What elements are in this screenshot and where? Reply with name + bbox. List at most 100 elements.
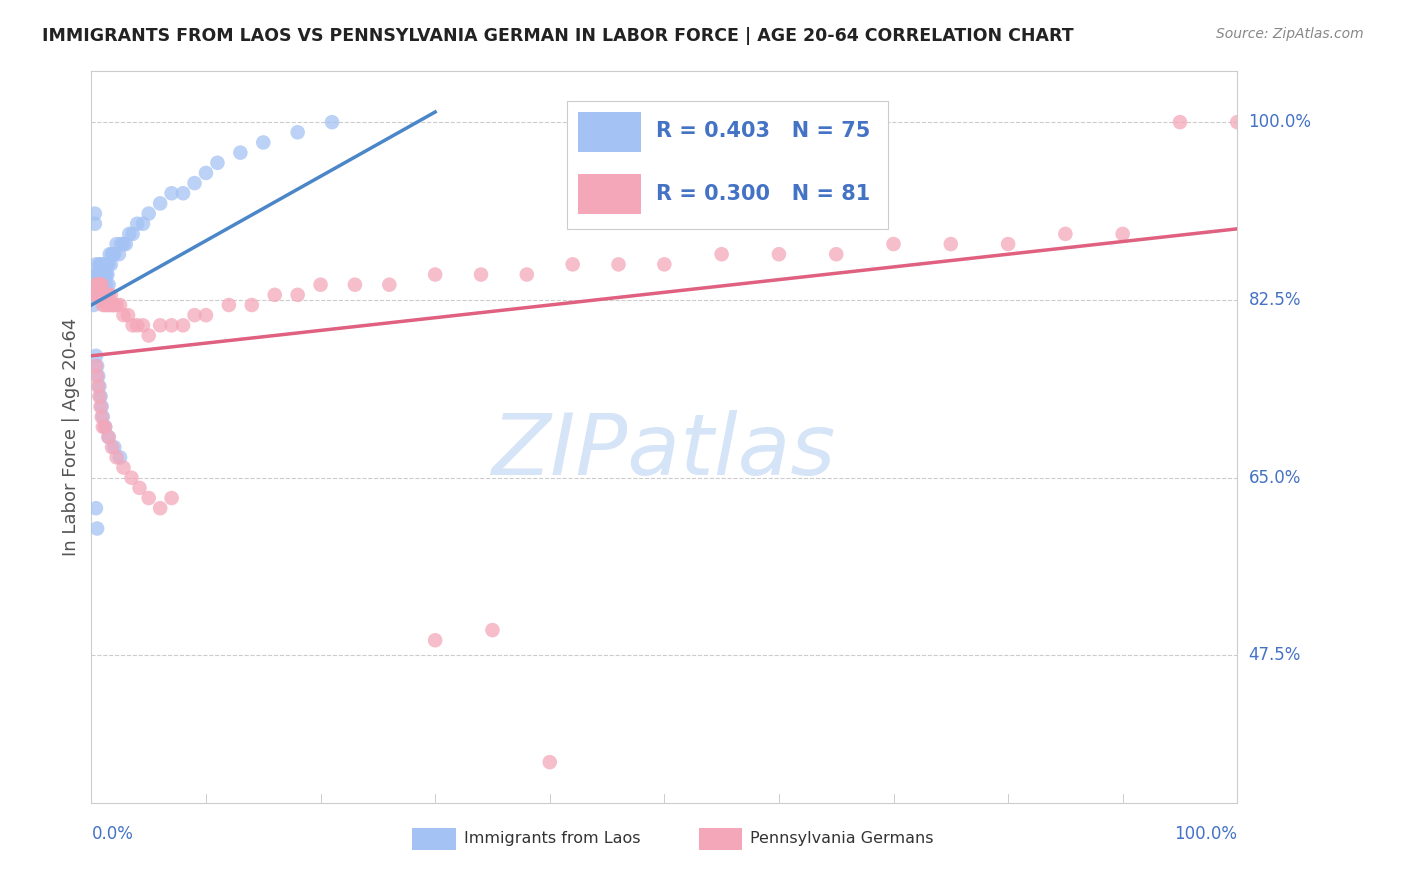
Point [87, 277, 110, 292]
Point [94, 298, 117, 312]
Point [103, 440, 125, 454]
Text: Immigrants from Laos: Immigrants from Laos [464, 831, 640, 847]
Point [84, 268, 107, 282]
Point [86, 288, 108, 302]
Point [84, 277, 107, 292]
Point [90, 277, 112, 292]
Point [90, 268, 112, 282]
Point [91, 288, 114, 302]
Point [84, 277, 107, 292]
Point [218, 298, 240, 312]
Point [768, 247, 790, 261]
Point [83, 288, 105, 302]
Point [87, 379, 110, 393]
Point [194, 308, 217, 322]
Point [287, 288, 309, 302]
Point [84, 359, 107, 373]
Point [93, 268, 115, 282]
Point [108, 247, 131, 261]
Point [378, 277, 401, 292]
Text: 100.0%: 100.0% [1174, 825, 1237, 843]
Point [105, 298, 128, 312]
Point [110, 237, 132, 252]
Point [127, 318, 149, 333]
Point [117, 308, 139, 322]
Point [252, 136, 274, 150]
Point [132, 318, 155, 333]
Point [89, 268, 111, 282]
Point [263, 288, 285, 302]
FancyBboxPatch shape [578, 112, 641, 152]
Point [96, 277, 118, 292]
Point [83, 206, 105, 220]
Text: Source: ZipAtlas.com: Source: ZipAtlas.com [1216, 27, 1364, 41]
Point [321, 115, 343, 129]
Point [83, 288, 105, 302]
Point [90, 288, 112, 302]
Text: 100.0%: 100.0% [1249, 113, 1312, 131]
Point [87, 369, 110, 384]
Point [90, 257, 112, 271]
Point [112, 308, 135, 322]
Point [91, 420, 114, 434]
Point [997, 237, 1019, 252]
Point [128, 481, 150, 495]
Point [83, 217, 105, 231]
Point [607, 257, 630, 271]
Point [94, 268, 117, 282]
Point [652, 257, 675, 271]
Point [97, 430, 120, 444]
Point [87, 288, 110, 302]
Point [90, 389, 112, 403]
Point [229, 145, 252, 160]
Point [112, 237, 135, 252]
Point [84, 501, 107, 516]
Point [91, 298, 114, 312]
Point [101, 247, 124, 261]
Point [516, 268, 538, 282]
Point [89, 277, 111, 292]
Point [89, 277, 111, 292]
Point [86, 521, 108, 535]
Point [87, 277, 110, 292]
Point [160, 186, 183, 201]
Point [97, 257, 120, 271]
Point [91, 257, 114, 271]
Point [939, 237, 962, 252]
Point [97, 277, 120, 292]
Point [149, 196, 172, 211]
Y-axis label: In Labor Force | Age 20-64: In Labor Force | Age 20-64 [62, 318, 80, 557]
Point [83, 298, 105, 312]
Point [93, 288, 115, 302]
Point [93, 277, 115, 292]
Point [94, 420, 117, 434]
Point [121, 471, 143, 485]
Point [121, 227, 143, 241]
Point [96, 298, 118, 312]
Point [101, 440, 124, 454]
Text: ZIPatlas: ZIPatlas [492, 410, 837, 493]
Point [160, 318, 183, 333]
Point [89, 257, 111, 271]
Point [1168, 115, 1191, 129]
Point [91, 288, 114, 302]
Point [160, 491, 183, 505]
Point [1226, 115, 1249, 129]
FancyBboxPatch shape [578, 174, 641, 214]
Point [87, 268, 110, 282]
Point [94, 420, 117, 434]
Point [105, 237, 128, 252]
Point [172, 318, 194, 333]
Point [84, 288, 107, 302]
Point [91, 268, 114, 282]
Point [101, 298, 124, 312]
Point [114, 237, 136, 252]
Point [90, 268, 112, 282]
Point [132, 217, 155, 231]
Point [882, 237, 904, 252]
Point [108, 298, 131, 312]
Point [98, 247, 121, 261]
Point [89, 288, 111, 302]
Point [87, 288, 110, 302]
Text: IMMIGRANTS FROM LAOS VS PENNSYLVANIA GERMAN IN LABOR FORCE | AGE 20-64 CORRELATI: IMMIGRANTS FROM LAOS VS PENNSYLVANIA GER… [42, 27, 1074, 45]
